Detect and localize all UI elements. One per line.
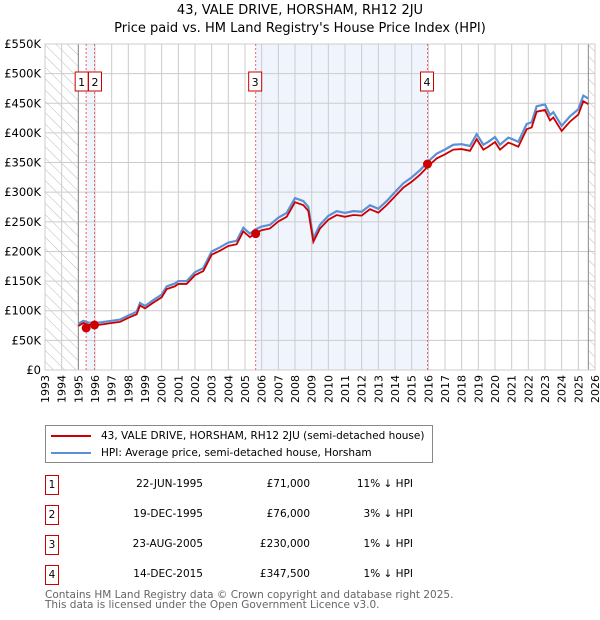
x-tick-label: 1999 xyxy=(139,375,152,403)
x-tick-label: 2006 xyxy=(256,375,269,403)
x-tick-label: 1996 xyxy=(89,375,102,403)
sale-label: 3 xyxy=(252,76,259,89)
x-tick-label: 2014 xyxy=(389,375,402,403)
x-tick-label: 2022 xyxy=(522,375,535,403)
sale-price: £230,000 xyxy=(259,538,310,550)
sale-date: 19-DEC-1995 xyxy=(133,508,203,520)
sale-label: 4 xyxy=(424,76,431,89)
x-tick-label: 2023 xyxy=(539,375,552,403)
x-tick-label: 1994 xyxy=(56,375,69,403)
shaded-range xyxy=(255,44,428,370)
table-row: 3 23-AUG-2005 £230,000 1% ↓ HPI xyxy=(45,535,445,555)
legend-item-hpi: HPI: Average price, semi-detached house,… xyxy=(51,445,372,461)
legend-label: HPI: Average price, semi-detached house,… xyxy=(101,447,372,459)
y-tick-label: £100K xyxy=(4,304,41,318)
footer-copyright: Contains HM Land Registry data © Crown c… xyxy=(45,589,454,601)
table-row: 1 22-JUN-1995 £71,000 11% ↓ HPI xyxy=(45,475,445,495)
sale-date: 14-DEC-2015 xyxy=(133,568,203,580)
sale-point xyxy=(90,320,99,330)
x-tick-label: 2020 xyxy=(489,375,502,403)
sale-price: £76,000 xyxy=(266,508,310,520)
sale-point xyxy=(423,159,432,169)
sale-date: 23-AUG-2005 xyxy=(132,538,203,550)
y-tick-label: £150K xyxy=(4,274,41,288)
x-tick-label: 2015 xyxy=(406,375,419,403)
sale-label-box xyxy=(248,71,263,92)
x-tick-label: 2011 xyxy=(339,375,352,403)
x-tick-label: 2025 xyxy=(572,375,585,403)
y-tick-label: £50K xyxy=(12,333,42,347)
hpi-diff: 11% ↓ HPI xyxy=(356,478,413,490)
hpi-diff: 1% ↓ HPI xyxy=(363,538,413,550)
legend: 43, VALE DRIVE, HORSHAM, RH12 2JU (semi-… xyxy=(45,425,433,463)
table-row: 2 19-DEC-1995 £76,000 3% ↓ HPI xyxy=(45,505,445,525)
x-tick-label: 2024 xyxy=(556,375,569,403)
hpi-diff: 3% ↓ HPI xyxy=(363,508,413,520)
y-tick-label: £0 xyxy=(26,363,41,377)
x-tick-label: 1993 xyxy=(39,375,52,403)
y-tick-label: £350K xyxy=(4,156,41,170)
x-tick-label: 2013 xyxy=(372,375,385,403)
sale-number-badge: 1 xyxy=(45,475,59,495)
x-tick-label: 2010 xyxy=(322,375,335,403)
sale-label: 1 xyxy=(78,76,85,89)
x-tick-label: 2001 xyxy=(172,375,185,403)
red-line-swatch xyxy=(51,435,91,437)
x-tick-label: 2002 xyxy=(189,375,202,403)
sale-number-badge: 3 xyxy=(45,535,59,555)
y-tick-label: £300K xyxy=(4,185,41,199)
hatched-range xyxy=(588,44,595,370)
shaded-range xyxy=(86,44,95,370)
chart-title: 43, VALE DRIVE, HORSHAM, RH12 2JU xyxy=(176,3,424,18)
sale-label-box xyxy=(88,71,102,92)
x-tick-label: 2005 xyxy=(239,375,252,403)
sale-number-badge: 4 xyxy=(45,565,59,585)
sale-number-badge: 2 xyxy=(45,505,59,525)
x-tick-label: 2007 xyxy=(272,375,285,403)
x-tick-label: 2004 xyxy=(222,375,235,403)
hpi-line xyxy=(77,93,589,325)
property-price-line xyxy=(77,99,589,327)
y-tick-label: £250K xyxy=(4,215,41,229)
x-tick-label: 2021 xyxy=(506,375,519,403)
sale-label: 2 xyxy=(92,76,99,89)
y-tick-label: £450K xyxy=(4,96,41,110)
plot-border xyxy=(44,43,596,371)
table-row: 4 14-DEC-2015 £347,500 1% ↓ HPI xyxy=(45,565,445,585)
x-tick-label: 1995 xyxy=(72,375,85,403)
footer: Contains HM Land Registry data © Crown c… xyxy=(45,589,454,611)
x-tick-label: 2000 xyxy=(156,375,169,403)
legend-item-property: 43, VALE DRIVE, HORSHAM, RH12 2JU (semi-… xyxy=(51,428,424,444)
sale-point xyxy=(251,229,261,239)
sale-price: £347,500 xyxy=(259,568,310,580)
x-tick-label: 2019 xyxy=(472,375,485,403)
x-tick-label: 2003 xyxy=(206,375,219,403)
y-tick-label: £500K xyxy=(4,67,41,81)
chart-subtitle: Price paid vs. HM Land Registry's House … xyxy=(114,21,486,36)
y-tick-label: £400K xyxy=(4,126,41,140)
x-tick-label: 1997 xyxy=(106,375,119,403)
x-tick-label: 2017 xyxy=(439,375,452,403)
hpi-diff: 1% ↓ HPI xyxy=(363,568,413,580)
x-tick-label: 2026 xyxy=(589,375,600,403)
legend-label: 43, VALE DRIVE, HORSHAM, RH12 2JU (semi-… xyxy=(101,430,425,442)
sale-date: 22-JUN-1995 xyxy=(136,478,203,490)
y-tick-label: £200K xyxy=(4,244,41,258)
x-tick-label: 2009 xyxy=(306,375,319,403)
x-tick-label: 1998 xyxy=(122,375,135,403)
sale-label-box xyxy=(420,71,434,92)
blue-line-swatch xyxy=(51,452,91,454)
x-tick-label: 2012 xyxy=(356,375,369,403)
x-tick-label: 2008 xyxy=(289,375,302,403)
y-tick-label: £550K xyxy=(4,37,41,51)
x-tick-label: 2016 xyxy=(422,375,435,403)
sale-price: £71,000 xyxy=(266,478,310,490)
sale-point xyxy=(81,323,91,333)
price-chart: 1993 1994 1995 1996 1997 1998 1999 2000 2001 2002… xyxy=(4,37,600,403)
footer-licence: This data is licensed under the Open Gov… xyxy=(45,599,380,611)
x-tick-label: 2018 xyxy=(456,375,469,403)
